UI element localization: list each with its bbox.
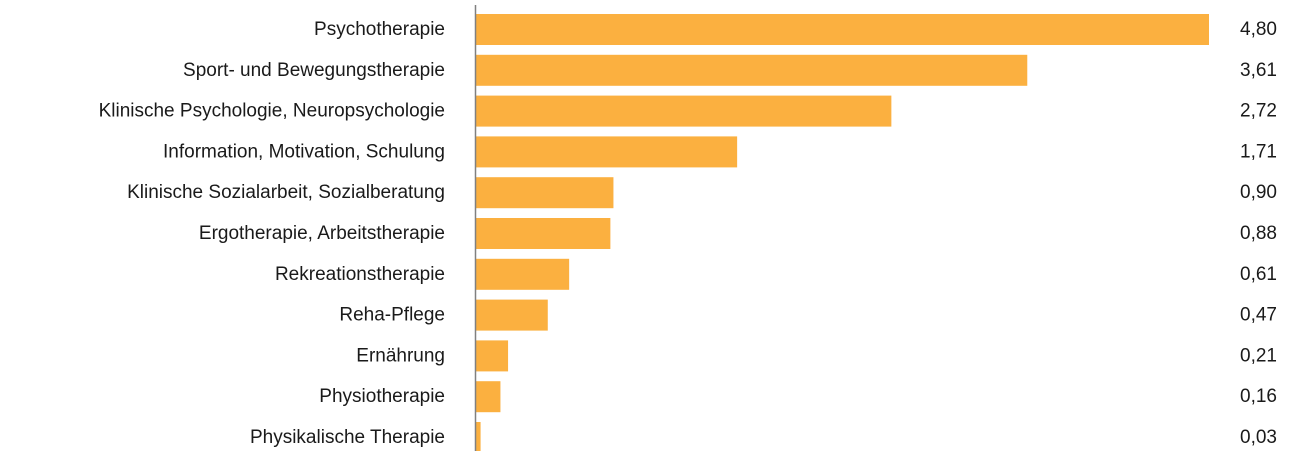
bar [476,299,548,331]
value-label: 0,47 [1240,305,1277,326]
category-label: Ernährung [356,345,445,366]
bar [476,422,481,451]
value-label: 2,72 [1240,101,1277,122]
category-label: Physikalische Therapie [250,427,445,448]
value-label: 0,88 [1240,223,1277,244]
category-label: Klinische Psychologie, Neuropsychologie [99,101,445,122]
bar [476,136,738,168]
value-label: 0,16 [1240,386,1277,407]
value-label: 1,71 [1240,141,1277,162]
value-labels: 4,80 3,61 2,72 1,71 0,90 0,88 0,61 0,47 0,21 0,16… [1240,19,1277,448]
value-label: 0,90 [1240,182,1277,203]
bar [476,54,1028,86]
category-label: Klinische Sozialarbeit, Sozialberatung [127,182,445,203]
bar [476,340,509,372]
category-label: Rekreationstherapie [275,264,445,285]
category-labels: Psychotherapie Sport- und Bewegungstherap… [99,19,445,448]
bar [476,218,611,249]
category-label: Sport- und Bewegungstherapie [183,60,445,81]
bars [476,14,1209,451]
category-label: Information, Motivation, Schulung [163,141,445,162]
value-label: 0,21 [1240,345,1277,366]
category-label: Ergotherapie, Arbeitstherapie [199,223,445,244]
bar [476,14,1209,45]
category-label: Psychotherapie [314,19,445,40]
value-label: 0,03 [1240,427,1277,448]
value-label: 0,61 [1240,264,1277,285]
bar [476,258,570,290]
bar [476,177,614,209]
category-label: Reha-Pflege [339,305,445,326]
bar [476,381,501,413]
bar [476,95,892,127]
category-label: Physiotherapie [319,386,445,407]
value-label: 3,61 [1240,60,1277,81]
value-label: 4,80 [1240,19,1277,40]
